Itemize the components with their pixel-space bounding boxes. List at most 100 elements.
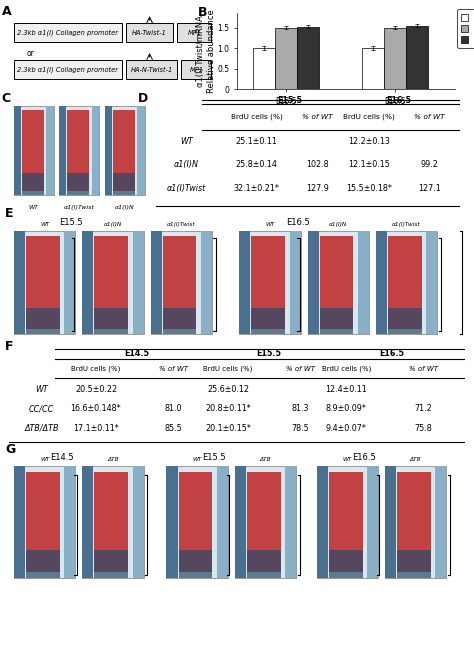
FancyBboxPatch shape bbox=[82, 467, 93, 578]
FancyBboxPatch shape bbox=[166, 467, 178, 578]
FancyBboxPatch shape bbox=[14, 106, 54, 195]
Text: 20.8±0.11*: 20.8±0.11* bbox=[205, 404, 251, 414]
Text: 16.6±0.148*: 16.6±0.148* bbox=[71, 404, 121, 414]
FancyBboxPatch shape bbox=[14, 23, 122, 42]
Y-axis label: α1(I) Twist/mRNA
Relative abundance: α1(I) Twist/mRNA Relative abundance bbox=[196, 9, 216, 93]
FancyBboxPatch shape bbox=[94, 236, 128, 329]
FancyBboxPatch shape bbox=[201, 230, 212, 334]
FancyBboxPatch shape bbox=[397, 472, 431, 572]
Text: α1(I)Twist: α1(I)Twist bbox=[392, 222, 421, 227]
Text: WT: WT bbox=[181, 138, 193, 146]
Text: F: F bbox=[5, 340, 13, 353]
Text: BrdU cells (%): BrdU cells (%) bbox=[343, 113, 395, 120]
FancyBboxPatch shape bbox=[46, 106, 54, 195]
Text: C: C bbox=[1, 91, 10, 105]
Text: E: E bbox=[5, 207, 13, 220]
FancyBboxPatch shape bbox=[388, 308, 422, 334]
FancyBboxPatch shape bbox=[82, 230, 144, 334]
Bar bbox=[297, 27, 319, 89]
Text: ΔTB/ΔTB: ΔTB/ΔTB bbox=[24, 424, 59, 433]
Text: 12.1±0.15: 12.1±0.15 bbox=[348, 160, 390, 169]
FancyBboxPatch shape bbox=[385, 467, 447, 578]
FancyBboxPatch shape bbox=[308, 230, 369, 334]
FancyBboxPatch shape bbox=[239, 230, 250, 334]
Text: 12.4±0.11: 12.4±0.11 bbox=[325, 385, 367, 395]
FancyBboxPatch shape bbox=[59, 106, 99, 195]
Text: BrdU cells (%): BrdU cells (%) bbox=[321, 365, 371, 372]
Text: 25.1±0.11: 25.1±0.11 bbox=[236, 138, 277, 146]
Text: CC/CC: CC/CC bbox=[29, 404, 54, 414]
Text: ΔTB: ΔTB bbox=[260, 457, 271, 462]
Text: G: G bbox=[5, 444, 15, 456]
Bar bbox=[275, 28, 297, 89]
Text: E14.5: E14.5 bbox=[124, 349, 149, 357]
FancyBboxPatch shape bbox=[59, 106, 66, 195]
FancyBboxPatch shape bbox=[137, 106, 145, 195]
FancyBboxPatch shape bbox=[113, 173, 135, 195]
Text: 25.8±0.14: 25.8±0.14 bbox=[236, 160, 277, 169]
FancyBboxPatch shape bbox=[105, 106, 112, 195]
FancyBboxPatch shape bbox=[247, 550, 281, 578]
Text: WT: WT bbox=[265, 222, 274, 227]
Text: HA-Twist-1: HA-Twist-1 bbox=[132, 30, 167, 36]
FancyBboxPatch shape bbox=[285, 467, 296, 578]
FancyBboxPatch shape bbox=[14, 106, 21, 195]
FancyBboxPatch shape bbox=[14, 60, 122, 79]
FancyBboxPatch shape bbox=[358, 230, 369, 334]
Text: 2.3kb α1(I) Collagen promoter: 2.3kb α1(I) Collagen promoter bbox=[18, 29, 118, 36]
FancyBboxPatch shape bbox=[22, 111, 44, 191]
Text: % of WT: % of WT bbox=[409, 365, 438, 371]
Text: WT: WT bbox=[40, 457, 49, 462]
Text: E16.5: E16.5 bbox=[379, 349, 404, 357]
FancyBboxPatch shape bbox=[235, 467, 246, 578]
Text: 15.5±0.18*: 15.5±0.18* bbox=[346, 185, 392, 193]
Text: 32.1±0.21*: 32.1±0.21* bbox=[234, 185, 280, 193]
FancyBboxPatch shape bbox=[26, 236, 60, 329]
Text: MP1: MP1 bbox=[187, 30, 201, 36]
Text: % of WT: % of WT bbox=[414, 114, 445, 120]
Text: E14.5: E14.5 bbox=[50, 453, 73, 462]
Text: 17.1±0.11*: 17.1±0.11* bbox=[73, 424, 119, 433]
Text: 81.0: 81.0 bbox=[164, 404, 182, 414]
Text: WT: WT bbox=[35, 385, 48, 395]
FancyBboxPatch shape bbox=[239, 230, 301, 334]
Text: 8.9±0.09*: 8.9±0.09* bbox=[326, 404, 367, 414]
FancyBboxPatch shape bbox=[388, 236, 422, 329]
FancyBboxPatch shape bbox=[26, 472, 60, 572]
FancyBboxPatch shape bbox=[251, 308, 285, 334]
Text: HA-N-Twist-1: HA-N-Twist-1 bbox=[130, 67, 173, 73]
FancyBboxPatch shape bbox=[247, 472, 281, 572]
Text: 20.5±0.22: 20.5±0.22 bbox=[75, 385, 117, 395]
FancyBboxPatch shape bbox=[397, 550, 431, 578]
Text: 127.9: 127.9 bbox=[306, 185, 328, 193]
FancyBboxPatch shape bbox=[182, 60, 211, 79]
FancyBboxPatch shape bbox=[94, 472, 128, 572]
Text: α1(I)N: α1(I)N bbox=[174, 160, 199, 169]
Bar bbox=[384, 28, 406, 89]
FancyBboxPatch shape bbox=[67, 173, 89, 195]
Text: B: B bbox=[198, 5, 207, 19]
FancyBboxPatch shape bbox=[235, 467, 296, 578]
FancyBboxPatch shape bbox=[251, 236, 285, 329]
FancyBboxPatch shape bbox=[105, 106, 145, 195]
FancyBboxPatch shape bbox=[290, 230, 301, 334]
FancyBboxPatch shape bbox=[126, 23, 173, 42]
FancyBboxPatch shape bbox=[317, 467, 378, 578]
Text: 75.8: 75.8 bbox=[415, 424, 432, 433]
Text: BrdU cells (%): BrdU cells (%) bbox=[230, 113, 283, 120]
Text: 71.2: 71.2 bbox=[415, 404, 432, 414]
Text: % of WT: % of WT bbox=[159, 365, 188, 371]
Text: E15.5: E15.5 bbox=[202, 453, 226, 462]
FancyBboxPatch shape bbox=[376, 230, 437, 334]
Legend: Twist, α1(I)N, α1(I)Twist: Twist, α1(I)N, α1(I)Twist bbox=[457, 9, 474, 48]
Text: ΔTB: ΔTB bbox=[410, 457, 421, 462]
FancyBboxPatch shape bbox=[179, 472, 212, 572]
Text: 20.1±0.15*: 20.1±0.15* bbox=[205, 424, 251, 433]
FancyBboxPatch shape bbox=[14, 467, 25, 578]
Text: 99.2: 99.2 bbox=[420, 160, 438, 169]
Text: WT: WT bbox=[40, 222, 49, 227]
Text: A: A bbox=[2, 5, 12, 18]
Text: or: or bbox=[26, 49, 34, 58]
FancyBboxPatch shape bbox=[151, 230, 212, 334]
Text: 25.6±0.12: 25.6±0.12 bbox=[207, 385, 249, 395]
